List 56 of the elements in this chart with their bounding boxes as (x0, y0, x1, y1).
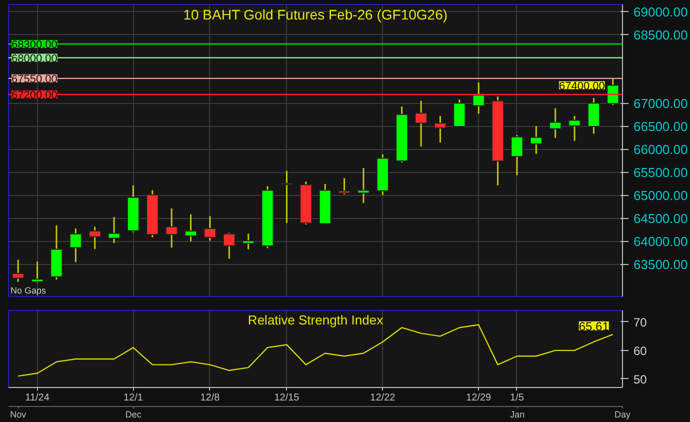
y-tick-label: 66000.00 (634, 142, 688, 158)
candlestick (414, 100, 428, 148)
y-tick-label: 65000.00 (634, 188, 688, 203)
chart-title: 10 BAHT Gold Futures Feb-26 (GF10G26) (183, 6, 448, 22)
ref-line-label: 67200.00 (12, 89, 58, 102)
y-tick-label: 64500.00 (634, 210, 688, 226)
annotation: No Gaps (10, 286, 47, 296)
y-tick-label: 60 (634, 344, 648, 358)
x-tick-label: 12/22 (370, 392, 396, 404)
x-tick-label: 12/1 (123, 392, 144, 404)
x-tick-label: 12/15 (274, 392, 300, 404)
annotation: 67400.00 (559, 80, 605, 92)
y-tick-label: 63500.00 (634, 256, 688, 272)
candlestick (88, 226, 102, 250)
candlestick (222, 232, 236, 260)
text: Nov (10, 410, 27, 420)
candlestick (338, 177, 351, 196)
candlestick (184, 214, 198, 242)
y-tick-label: 69000.00 (634, 4, 688, 20)
x-tick-label: 1/5 (510, 392, 524, 404)
x-tick-label: 11/24 (25, 392, 50, 404)
ref-line-label: 68000.00 (12, 52, 58, 65)
candlestick (31, 260, 44, 284)
data-label: 65.61 (578, 319, 610, 334)
candlestick (108, 216, 120, 244)
ref-line-label: 67550.00 (12, 73, 58, 86)
candlestick (165, 208, 178, 248)
y-tick-label: 66500.00 (634, 119, 688, 134)
text: Day (614, 410, 631, 420)
text: Dec (125, 410, 142, 420)
text: Jan (510, 410, 525, 420)
y-tick-label: 70 (634, 315, 648, 330)
y-tick-label: 68500.00 (634, 27, 688, 42)
candlestick (587, 97, 600, 134)
candlestick (530, 125, 542, 155)
y-tick-label: 65500.00 (634, 165, 688, 180)
x-tick-label: 12/29 (466, 392, 492, 404)
y-tick-label: 67000.00 (634, 96, 688, 112)
x-tick-label: 12/8 (200, 392, 220, 404)
candlestick (69, 228, 82, 263)
y-tick-label: 50 (634, 372, 648, 386)
ref-line-label: 68300.00 (12, 38, 58, 51)
candlestick (357, 167, 370, 204)
candlestick (434, 115, 446, 144)
y-tick-label: 64000.00 (634, 234, 688, 249)
chart-title: Relative Strength Index (248, 312, 384, 328)
candlestick (568, 115, 581, 142)
candlestick (510, 134, 524, 176)
candlestick (453, 98, 466, 128)
candlestick (606, 78, 620, 106)
candlestick (549, 108, 562, 139)
candlestick (280, 170, 293, 224)
candlestick (242, 232, 255, 250)
candlestick (472, 82, 485, 114)
candlestick (12, 259, 24, 283)
candlestick (204, 215, 216, 242)
